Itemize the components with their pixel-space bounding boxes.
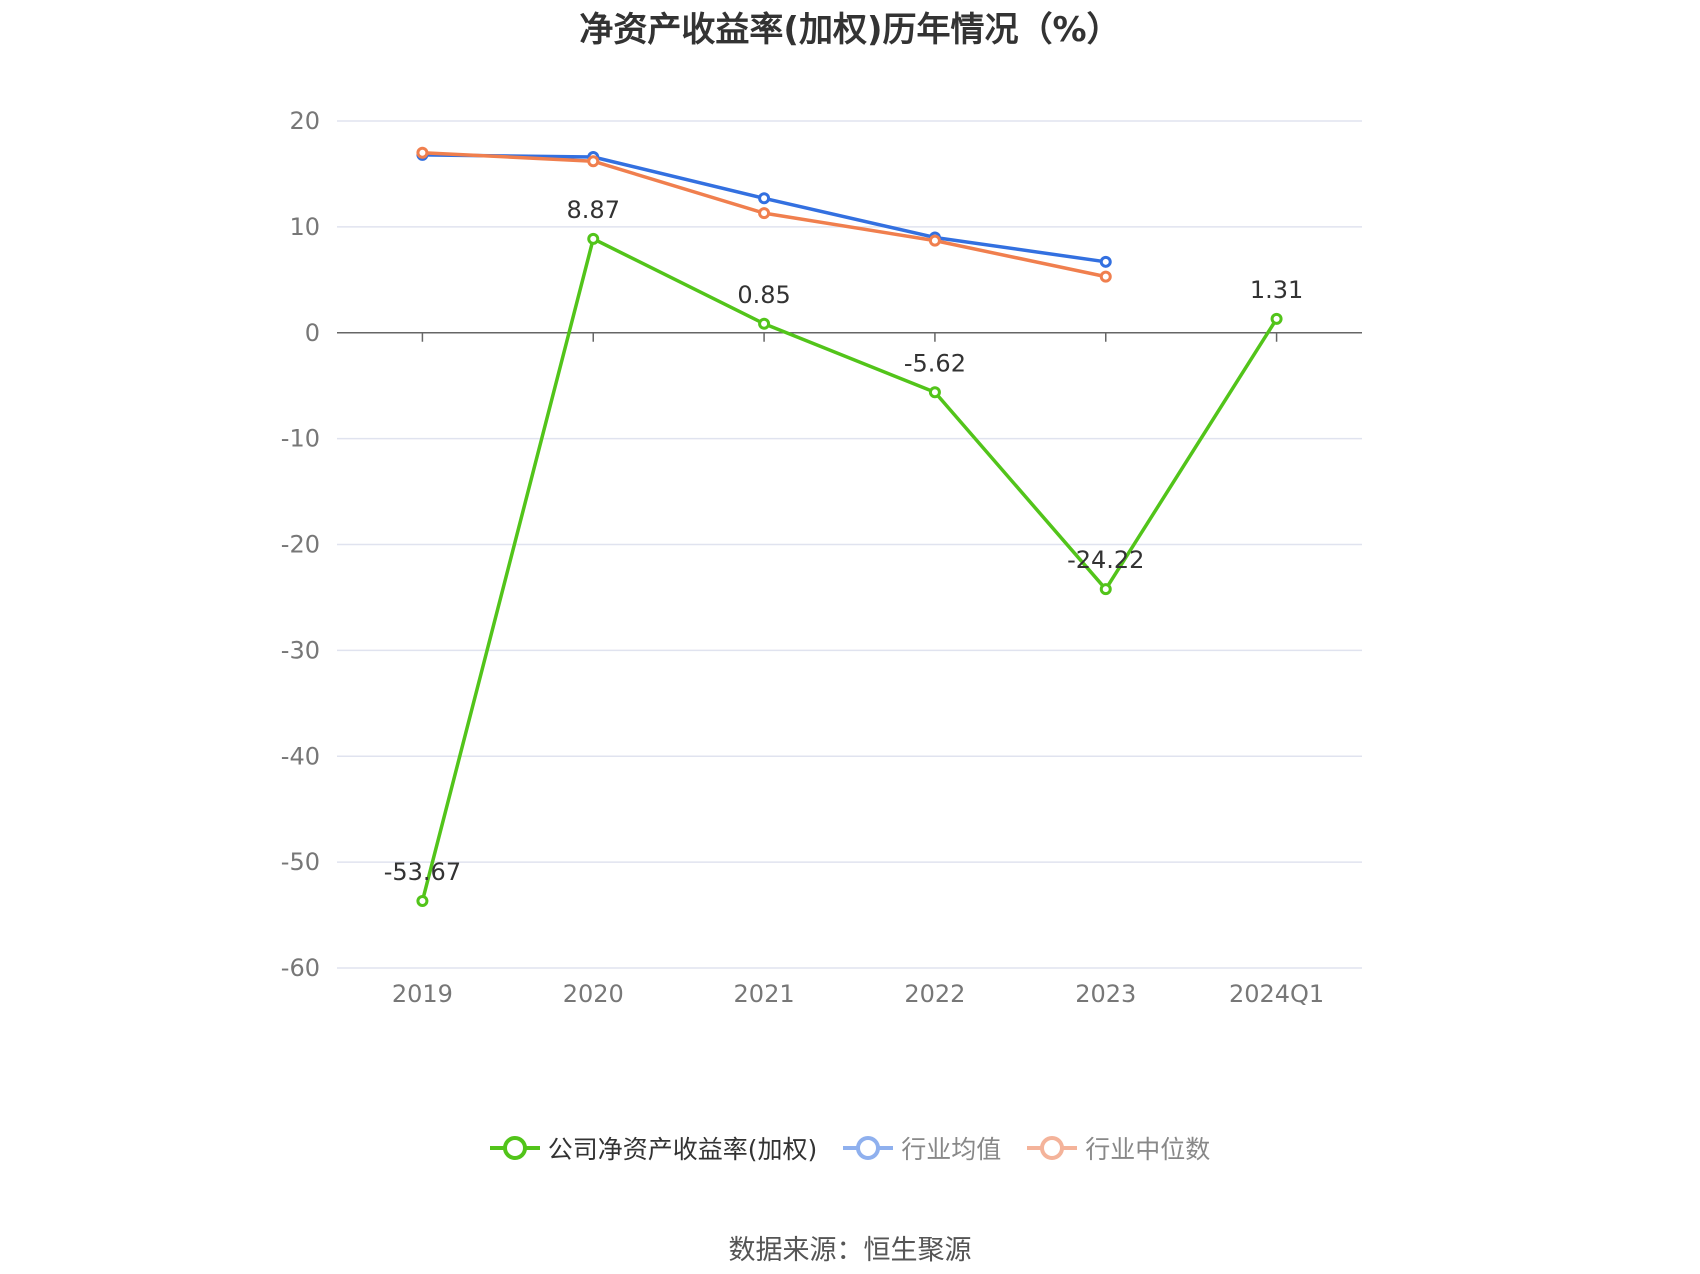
data-point	[587, 155, 600, 168]
data-point	[416, 894, 429, 907]
data-label: 0.85	[737, 281, 790, 309]
legend-label: 行业中位数	[1085, 1135, 1211, 1164]
x-tick-label: 2020	[563, 980, 624, 1008]
legend-label: 公司净资产收益率(加权)	[547, 1135, 818, 1164]
axes: 20 10 0 -10 -20 -30 -40 -50 -60 2019 2020 2021 2022 2…	[281, 107, 1362, 1008]
y-tick-label: -10	[281, 425, 320, 453]
legend-item-0[interactable]: 公司净资产收益率(加权)	[489, 1130, 818, 1166]
data-label: -53.67	[384, 858, 461, 886]
data-point	[758, 192, 771, 205]
data-point	[758, 317, 771, 330]
series-lines	[416, 146, 1283, 907]
data-point	[1270, 312, 1283, 325]
data-point	[1099, 270, 1112, 283]
legend: 公司净资产收益率(加权) 行业均值 行业中位数	[0, 1130, 1700, 1166]
legend-item-2[interactable]: 行业中位数	[1027, 1130, 1210, 1166]
data-point	[587, 232, 600, 245]
data-label: -5.62	[904, 349, 966, 377]
legend-label: 行业均值	[901, 1135, 1002, 1164]
data-point	[928, 234, 941, 247]
x-tick-label: 2021	[734, 980, 795, 1008]
y-tick-label: -60	[281, 954, 320, 982]
data-point	[928, 386, 941, 399]
y-tick-label: -50	[281, 848, 320, 876]
y-tick-label: 0	[305, 319, 320, 347]
data-label: 1.31	[1250, 276, 1303, 304]
grid-lines	[337, 120, 1362, 969]
legend-marker-icon	[1027, 1136, 1078, 1160]
y-tick-label: -20	[281, 531, 320, 559]
series-line-0	[420, 237, 1279, 902]
data-label: 8.87	[567, 196, 620, 224]
y-tick-label: -30	[281, 636, 320, 664]
data-labels: -53.67 8.87 0.85 -5.62 -24.22 1.31	[384, 196, 1304, 886]
legend-marker-icon	[843, 1136, 894, 1160]
x-tick-label: 2024Q1	[1229, 980, 1324, 1008]
data-point	[1099, 583, 1112, 596]
y-tick-label: 20	[289, 107, 320, 135]
data-point	[758, 207, 771, 220]
y-tick-label: 10	[289, 213, 320, 241]
data-source: 数据来源：恒生聚源	[728, 1235, 972, 1266]
data-point	[1099, 255, 1112, 268]
legend-item-1[interactable]: 行业均值	[843, 1130, 1001, 1166]
legend-marker-icon	[489, 1136, 540, 1160]
chart-title: 净资产收益率(加权)历年情况（%）	[579, 10, 1121, 50]
data-point	[416, 146, 429, 159]
x-tick-label: 2023	[1075, 980, 1136, 1008]
y-tick-label: -40	[281, 742, 320, 770]
x-tick-label: 2019	[392, 980, 453, 1008]
data-label: -24.22	[1067, 546, 1144, 574]
x-tick-label: 2022	[904, 980, 965, 1008]
